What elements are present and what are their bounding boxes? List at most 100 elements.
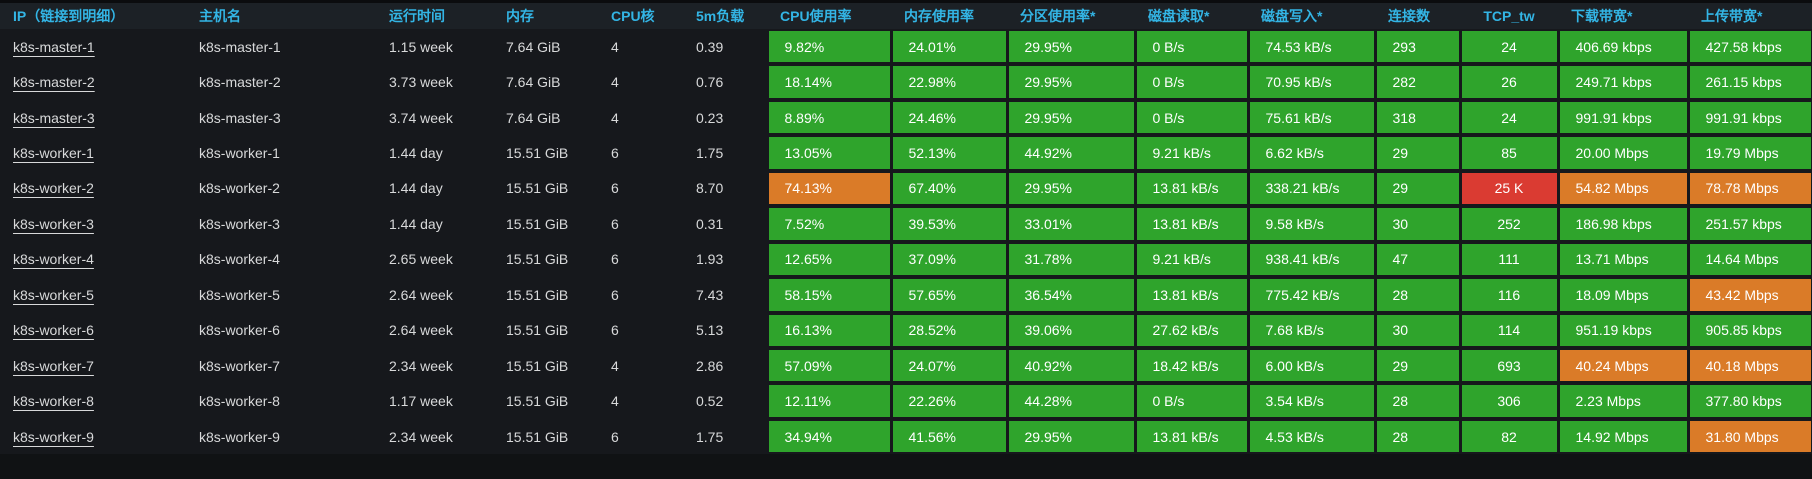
cell-cpu_usage: 12.11%: [768, 385, 890, 417]
cell-upload_bw: 43.42 Mbps: [1689, 279, 1811, 311]
cell-disk_read: 13.81 kB/s: [1136, 208, 1247, 240]
cell-wrap-partition_usage: 29.95%: [1007, 171, 1135, 206]
cell-wrap-mem_usage: 22.26%: [891, 383, 1007, 418]
cell-download_bw: 18.09 Mbps: [1559, 279, 1687, 311]
cell-wrap-disk_write: 74.53 kB/s: [1248, 29, 1375, 64]
cell-wrap-disk_read: 0 B/s: [1135, 64, 1248, 99]
cell-ip: k8s-worker-4: [0, 242, 186, 277]
column-header-connections[interactable]: 连接数: [1388, 8, 1430, 24]
cell-hostname: k8s-worker-9: [199, 428, 280, 445]
ip-link[interactable]: k8s-worker-3: [13, 215, 94, 232]
column-header-upload_bw[interactable]: 上传带宽*: [1701, 8, 1763, 24]
cell-tcp_tw: 82: [1461, 420, 1557, 453]
cell-download_bw: 951.19 kbps: [1559, 314, 1687, 346]
cell-disk_read: 0 B/s: [1136, 66, 1247, 98]
cell-mem_usage: 24.46%: [892, 101, 1006, 134]
cell-upload_bw: 40.18 Mbps: [1689, 349, 1811, 382]
cell-ip: k8s-worker-2: [0, 171, 186, 206]
cell-connections: 318: [1376, 101, 1459, 134]
ip-link[interactable]: k8s-worker-5: [13, 286, 94, 303]
column-header-uptime[interactable]: 运行时间: [389, 8, 445, 24]
cell-tcp_tw: 25 K: [1461, 172, 1557, 205]
column-header-download_bw[interactable]: 下载带宽*: [1571, 8, 1633, 24]
cell-wrap-partition_usage: 33.01%: [1007, 206, 1135, 241]
cell-upload_bw: 251.57 kbps: [1689, 208, 1811, 240]
cell-ip: k8s-master-3: [0, 100, 186, 135]
ip-link[interactable]: k8s-master-3: [13, 109, 95, 126]
cell-wrap-download_bw: 951.19 kbps: [1558, 313, 1688, 348]
cell-wrap-partition_usage: 29.95%: [1007, 100, 1135, 135]
cell-wrap-mem_usage: 28.52%: [891, 313, 1007, 348]
column-header-disk_read[interactable]: 磁盘读取*: [1148, 8, 1210, 24]
cell-tcp_tw: 116: [1461, 279, 1557, 311]
table-row: k8s-master-3 k8s-master-3 3.74 week 7.64 Gi…: [0, 100, 1812, 135]
cell-memory: 15.51 GiB: [506, 428, 569, 445]
column-header-hostname[interactable]: 主机名: [199, 8, 241, 24]
cell-uptime: 1.44 day: [389, 145, 443, 162]
cell-wrap-partition_usage: 36.54%: [1007, 277, 1135, 312]
cell-wrap-tcp_tw: 85: [1460, 135, 1558, 170]
cell-wrap-disk_read: 13.81 kB/s: [1135, 206, 1248, 241]
ip-link[interactable]: k8s-worker-4: [13, 251, 94, 268]
ip-link[interactable]: k8s-master-2: [13, 74, 95, 91]
ip-link[interactable]: k8s-worker-6: [13, 322, 94, 339]
cell-memory: 7.64 GiB: [506, 74, 561, 91]
table-row: k8s-worker-3 k8s-worker-3 1.44 day 15.51 Gi…: [0, 206, 1812, 241]
cell-wrap-mem_usage: 24.01%: [891, 29, 1007, 64]
cell-wrap-mem_usage: 67.40%: [891, 171, 1007, 206]
cell-wrap-cpu_usage: 12.11%: [767, 383, 891, 418]
cell-wrap-partition_usage: 29.95%: [1007, 419, 1135, 454]
cell-wrap-download_bw: 991.91 kbps: [1558, 100, 1688, 135]
cell-uptime: 2.34 week: [389, 428, 453, 445]
column-header-partition_usage[interactable]: 分区使用率*: [1020, 8, 1096, 24]
cell-upload_bw: 31.80 Mbps: [1689, 420, 1811, 453]
column-header-cpu_cores[interactable]: CPU核: [611, 8, 655, 24]
cell-wrap-download_bw: 249.71 kbps: [1558, 64, 1688, 99]
cell-mem_usage: 24.07%: [892, 349, 1006, 382]
cell-cpu_cores: 4: [611, 38, 619, 55]
cell-ip: k8s-master-2: [0, 64, 186, 99]
cell-wrap-connections: 30: [1375, 313, 1460, 348]
cell-wrap-tcp_tw: 25 K: [1460, 171, 1558, 206]
cell-uptime: 3.74 week: [389, 109, 453, 126]
cell-wrap-tcp_tw: 111: [1460, 242, 1558, 277]
cell-wrap-disk_read: 0 B/s: [1135, 383, 1248, 418]
cell-wrap-download_bw: 54.82 Mbps: [1558, 171, 1688, 206]
cell-disk_read: 9.21 kB/s: [1136, 137, 1247, 169]
column-header-memory[interactable]: 内存: [506, 8, 534, 24]
cell-wrap-connections: 28: [1375, 277, 1460, 312]
ip-link[interactable]: k8s-worker-1: [13, 145, 94, 162]
ip-link[interactable]: k8s-worker-7: [13, 357, 94, 374]
cell-connections: 30: [1376, 314, 1459, 346]
cell-wrap-cpu_usage: 16.13%: [767, 313, 891, 348]
cell-connections: 28: [1376, 279, 1459, 311]
cell-wrap-disk_write: 938.41 kB/s: [1248, 242, 1375, 277]
column-header-load_5m[interactable]: 5m负载: [696, 8, 745, 24]
cell-wrap-tcp_tw: 116: [1460, 277, 1558, 312]
cell-mem_usage: 52.13%: [892, 137, 1006, 169]
cell-hostname: k8s-worker-4: [199, 251, 280, 268]
column-header-disk_write[interactable]: 磁盘写入*: [1261, 8, 1323, 24]
column-header-tcp_tw[interactable]: TCP_tw: [1483, 8, 1535, 24]
ip-link[interactable]: k8s-worker-8: [13, 393, 94, 410]
cell-partition_usage: 44.92%: [1008, 137, 1134, 169]
cell-disk_write: 338.21 kB/s: [1249, 172, 1374, 205]
table-row: k8s-worker-5 k8s-worker-5 2.64 week 15.51 G…: [0, 277, 1812, 312]
ip-link[interactable]: k8s-worker-2: [13, 180, 94, 197]
cell-tcp_tw: 252: [1461, 208, 1557, 240]
cell-wrap-disk_write: 6.62 kB/s: [1248, 135, 1375, 170]
cell-wrap-download_bw: 40.24 Mbps: [1558, 348, 1688, 383]
ip-link[interactable]: k8s-worker-9: [13, 428, 94, 445]
column-header-mem_usage[interactable]: 内存使用率: [904, 8, 974, 24]
cell-uptime: 1.44 day: [389, 180, 443, 197]
table-row: k8s-worker-7 k8s-worker-7 2.34 week 15.51 G…: [0, 348, 1812, 383]
cell-wrap-partition_usage: 29.95%: [1007, 64, 1135, 99]
cell-disk_read: 0 B/s: [1136, 101, 1247, 134]
column-header-cpu_usage[interactable]: CPU使用率: [780, 8, 852, 24]
cell-cpu_cores: 6: [611, 286, 619, 303]
ip-link[interactable]: k8s-master-1: [13, 38, 95, 55]
cell-wrap-download_bw: 13.71 Mbps: [1558, 242, 1688, 277]
cell-partition_usage: 36.54%: [1008, 279, 1134, 311]
column-header-ip[interactable]: IP（链接到明细）: [13, 8, 125, 24]
cell-cpu_cores: 4: [611, 393, 619, 410]
